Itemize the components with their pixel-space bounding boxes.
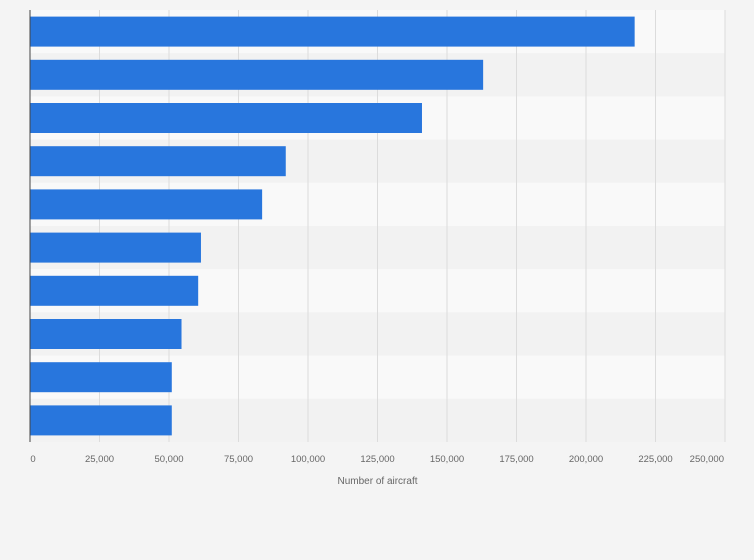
bar[interactable]	[30, 232, 201, 263]
bar[interactable]	[30, 275, 199, 306]
x-tick-label: 225,000	[638, 454, 672, 465]
bar[interactable]	[30, 362, 172, 393]
x-axis-title: Number of aircraft	[337, 476, 417, 487]
x-tick-label: 75,000	[224, 454, 253, 465]
bar[interactable]	[30, 103, 422, 133]
x-tick-label: 175,000	[499, 454, 533, 465]
x-tick-label: 100,000	[291, 454, 325, 465]
x-tick-label: 25,000	[85, 454, 114, 465]
x-tick-label: 200,000	[569, 454, 603, 465]
x-tick-label: 50,000	[154, 454, 183, 465]
bar[interactable]	[30, 189, 263, 220]
bar[interactable]	[30, 59, 484, 90]
bar[interactable]	[30, 405, 172, 436]
bar[interactable]	[30, 146, 286, 177]
x-tick-label: 150,000	[430, 454, 464, 465]
bars	[30, 16, 635, 436]
x-tick-labels: 0 25,000 50,000 75,000 100,000 125,000 150,000…	[30, 454, 724, 465]
x-tick-label: 250,000	[690, 454, 724, 465]
x-tick-label: 0	[30, 454, 35, 465]
bar[interactable]	[30, 319, 182, 349]
x-tick-label: 125,000	[360, 454, 394, 465]
bar[interactable]	[30, 16, 635, 47]
